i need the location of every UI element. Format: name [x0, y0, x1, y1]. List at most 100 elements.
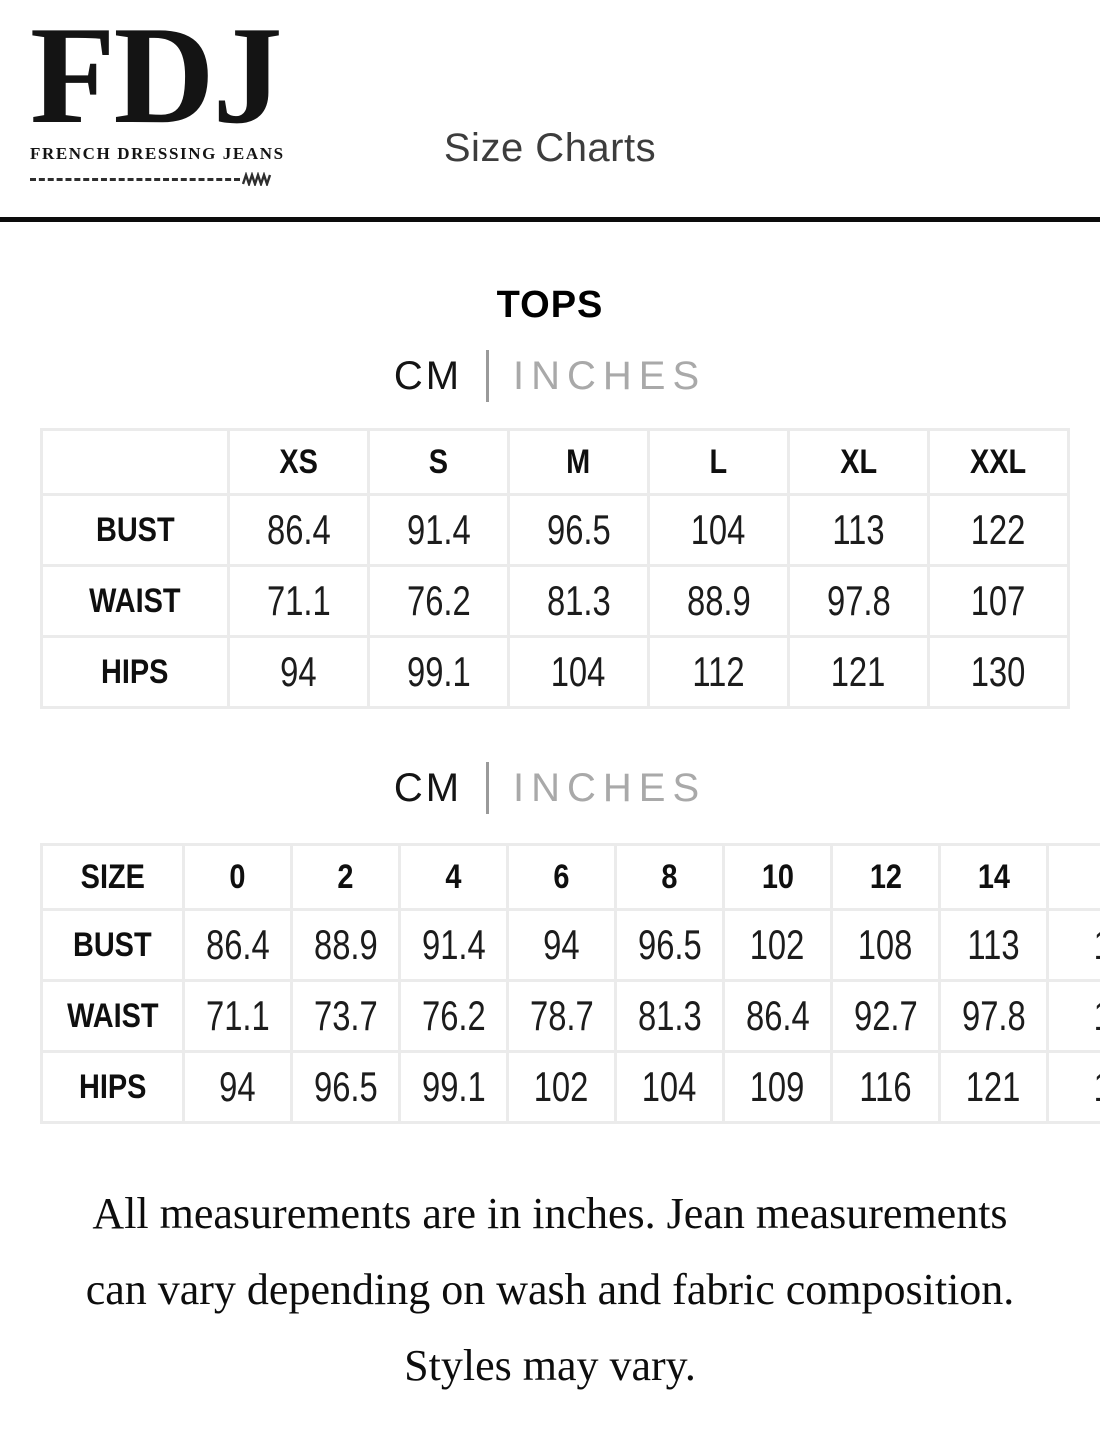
size-value-cell: 130 [927, 635, 1070, 709]
size-value-cell: 112 [647, 635, 790, 709]
size-value-cell: 104 [507, 635, 650, 709]
row-label: WAIST [40, 979, 185, 1053]
column-header: 10 [722, 843, 833, 911]
size-value-cell: 96.5 [290, 1050, 401, 1124]
unit-separator [486, 350, 490, 402]
unit-toggle-top: CM INCHES [0, 350, 1100, 402]
section-title-tops: TOPS [496, 284, 604, 326]
column-header: 14 [938, 843, 1049, 911]
size-value-cell-truncated: 1 [1046, 908, 1100, 982]
table-row: HIPS 94 96.5 99.1 102 104 109 116 121 1 [40, 1050, 1100, 1124]
header-divider [0, 217, 1100, 222]
column-header: SIZE [40, 843, 185, 911]
size-value-cell: 71.1 [182, 979, 293, 1053]
size-value-cell: 96.5 [614, 908, 725, 982]
size-value-cell: 71.1 [227, 564, 370, 638]
page-title: Size Charts [443, 126, 657, 170]
size-value-cell: 76.2 [367, 564, 510, 638]
column-header: L [647, 428, 790, 496]
footer-line: can vary depending on wash and fabric co… [85, 1265, 1015, 1314]
column-header: 12 [830, 843, 941, 911]
unit-inches-button[interactable]: INCHES [513, 765, 707, 810]
size-value-cell: 86.4 [182, 908, 293, 982]
size-value-cell-truncated: 1 [1046, 979, 1100, 1053]
table-header-row: XS S M L XL XXL [40, 428, 1070, 496]
size-value-cell: 99.1 [398, 1050, 509, 1124]
column-header: XS [227, 428, 370, 496]
footer-line: All measurements are in inches. Jean mea… [92, 1189, 1008, 1238]
table-header-row: SIZE 0 2 4 6 8 10 12 14 [40, 843, 1100, 911]
footer-note: All measurements are in inches. Jean mea… [0, 1176, 1100, 1404]
column-header: 2 [290, 843, 401, 911]
table-row: HIPS 94 99.1 104 112 121 130 [40, 635, 1070, 709]
row-label: HIPS [40, 1050, 185, 1124]
size-value-cell: 121 [938, 1050, 1049, 1124]
stitch-zigzag-icon [242, 172, 272, 186]
column-header: 8 [614, 843, 725, 911]
size-value-cell: 86.4 [227, 493, 370, 567]
fdj-logo: FDJ FRENCH DRESSING JEANS [30, 0, 285, 186]
unit-separator [486, 762, 490, 814]
unit-cm-button[interactable]: CM [393, 765, 463, 810]
column-header: 0 [182, 843, 293, 911]
size-value-cell: 108 [830, 908, 941, 982]
size-value-cell: 81.3 [614, 979, 725, 1053]
size-value-cell: 96.5 [507, 493, 650, 567]
footer-line: Styles may vary. [404, 1341, 696, 1390]
row-label: WAIST [40, 564, 230, 638]
alpha-size-table-container: XS S M L XL XXL BUST 86.4 91.4 96.5 104 … [40, 428, 1070, 709]
size-value-cell: 88.9 [647, 564, 790, 638]
size-value-cell: 94 [227, 635, 370, 709]
alpha-size-table: XS S M L XL XXL BUST 86.4 91.4 96.5 104 … [40, 428, 1070, 709]
table-row: BUST 86.4 88.9 91.4 94 96.5 102 108 113 … [40, 908, 1100, 982]
size-value-cell: 107 [927, 564, 1070, 638]
logo-name: FRENCH DRESSING JEANS [30, 144, 285, 163]
size-value-cell: 97.8 [787, 564, 930, 638]
size-value-cell: 88.9 [290, 908, 401, 982]
dash-line [30, 177, 240, 181]
table-row: WAIST 71.1 76.2 81.3 88.9 97.8 107 [40, 564, 1070, 638]
size-value-cell: 81.3 [507, 564, 650, 638]
size-value-cell: 121 [787, 635, 930, 709]
size-value-cell-truncated: 1 [1046, 1050, 1100, 1124]
size-value-cell: 73.7 [290, 979, 401, 1053]
size-value-cell: 97.8 [938, 979, 1049, 1053]
size-value-cell: 102 [722, 908, 833, 982]
logo-acronym: FDJ [30, 0, 283, 153]
size-value-cell: 116 [830, 1050, 941, 1124]
numeric-size-table-container[interactable]: SIZE 0 2 4 6 8 10 12 14 BUST 86.4 88.9 [40, 843, 1100, 1124]
size-value-cell: 109 [722, 1050, 833, 1124]
table-row: BUST 86.4 91.4 96.5 104 113 122 [40, 493, 1070, 567]
size-value-cell: 122 [927, 493, 1070, 567]
column-header-truncated [1046, 843, 1100, 911]
size-value-cell: 92.7 [830, 979, 941, 1053]
unit-inches-button[interactable]: INCHES [513, 353, 707, 398]
column-header: XL [787, 428, 930, 496]
numeric-size-table: SIZE 0 2 4 6 8 10 12 14 BUST 86.4 88.9 [40, 843, 1100, 1124]
column-header: M [507, 428, 650, 496]
size-value-cell: 104 [647, 493, 790, 567]
size-value-cell: 91.4 [398, 908, 509, 982]
size-value-cell: 94 [182, 1050, 293, 1124]
column-header: S [367, 428, 510, 496]
stitch-dashed-line [30, 172, 272, 186]
size-value-cell: 91.4 [367, 493, 510, 567]
unit-toggle-bottom: CM INCHES [0, 762, 1100, 814]
size-value-cell: 102 [506, 1050, 617, 1124]
row-label: HIPS [40, 635, 230, 709]
size-value-cell: 76.2 [398, 979, 509, 1053]
size-value-cell: 113 [787, 493, 930, 567]
size-value-cell: 99.1 [367, 635, 510, 709]
size-value-cell: 78.7 [506, 979, 617, 1053]
size-value-cell: 113 [938, 908, 1049, 982]
column-header: XXL [927, 428, 1070, 496]
column-header: 6 [506, 843, 617, 911]
unit-cm-button[interactable]: CM [393, 353, 463, 398]
row-label: BUST [40, 908, 185, 982]
size-value-cell: 104 [614, 1050, 725, 1124]
table-row: WAIST 71.1 73.7 76.2 78.7 81.3 86.4 92.7… [40, 979, 1100, 1053]
size-value-cell: 94 [506, 908, 617, 982]
size-value-cell: 86.4 [722, 979, 833, 1053]
row-label: BUST [40, 493, 230, 567]
column-header [40, 428, 230, 496]
